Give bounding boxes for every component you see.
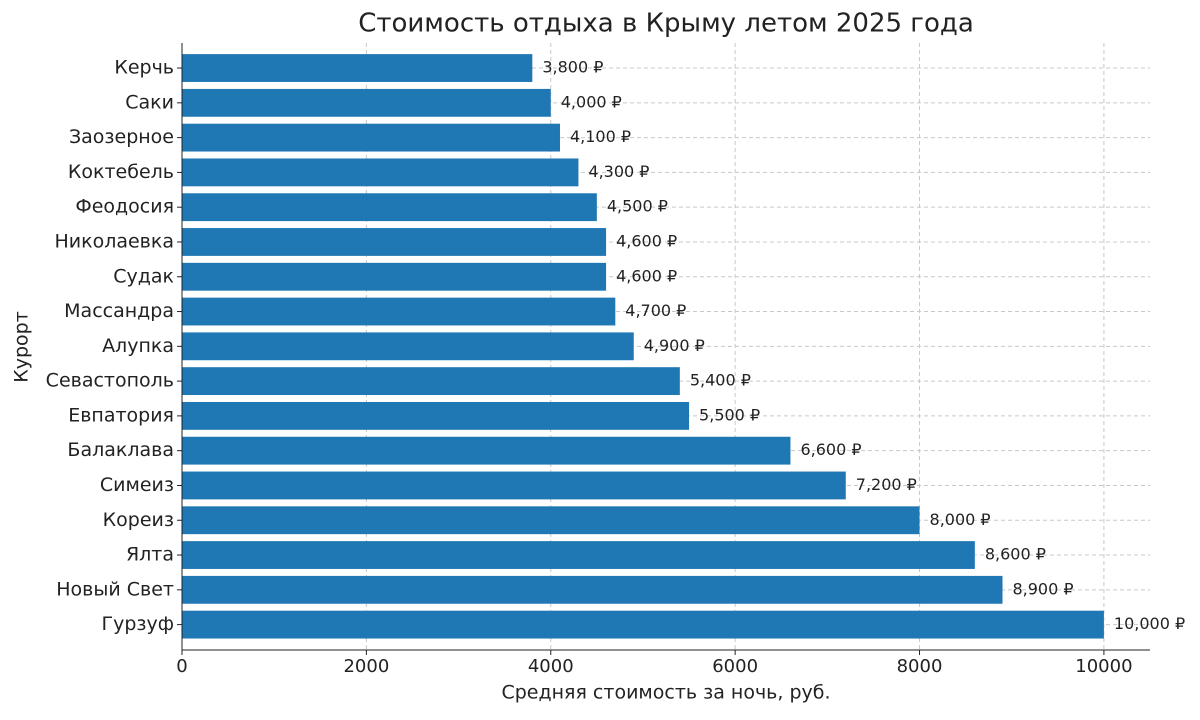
value-label: 4,500 ₽: [607, 197, 668, 216]
value-label: 10,000 ₽: [1114, 614, 1185, 633]
bar: [182, 158, 579, 187]
value-label: 4,300 ₽: [588, 162, 649, 181]
bar: [182, 610, 1104, 639]
value-label: 7,200 ₽: [856, 475, 917, 494]
y-tick-label: Ялта: [126, 544, 174, 566]
y-tick-label: Алупка: [102, 335, 174, 357]
y-tick-label: Кореиз: [103, 509, 174, 531]
value-label: 5,500 ₽: [699, 405, 760, 424]
value-label: 6,600 ₽: [800, 440, 861, 459]
chart-title: Стоимость отдыха в Крыму летом 2025 года: [358, 9, 974, 39]
value-label: 8,900 ₽: [1012, 579, 1073, 598]
y-tick-label: Коктебель: [68, 161, 174, 183]
x-axis-label: Средняя стоимость за ночь, руб.: [501, 682, 830, 704]
y-tick-label: Севастополь: [46, 370, 174, 392]
bar: [182, 506, 920, 535]
y-tick-label: Новый Свет: [56, 578, 174, 600]
y-tick-label: Гурзуф: [102, 613, 174, 635]
y-tick-label: Заозерное: [69, 126, 174, 148]
x-tick-label: 6000: [712, 656, 758, 677]
x-tick-label: 8000: [897, 656, 943, 677]
y-tick-label: Феодосия: [75, 196, 174, 218]
y-tick-label: Симеиз: [100, 474, 174, 496]
y-tick-label: Николаевка: [54, 230, 174, 252]
y-tick-label: Саки: [125, 91, 174, 113]
x-tick-label: 2000: [343, 656, 389, 677]
value-label: 4,600 ₽: [616, 266, 677, 285]
bar: [182, 541, 975, 569]
value-label: 5,400 ₽: [690, 371, 751, 390]
y-axis-label: Курорт: [11, 311, 33, 383]
bar: [182, 575, 1003, 604]
bar: [182, 193, 597, 222]
value-label: 4,600 ₽: [616, 231, 677, 250]
bar: [182, 367, 680, 396]
y-tick-label: Балаклава: [67, 439, 174, 461]
value-label: 3,800 ₽: [542, 58, 603, 77]
x-tick-label: 10000: [1075, 656, 1132, 677]
value-label: 8,000 ₽: [930, 510, 991, 529]
bar: [182, 297, 616, 326]
x-tick-label: 0: [176, 656, 187, 677]
y-tick-label: Евпатория: [68, 404, 174, 426]
value-label: 4,100 ₽: [570, 127, 631, 146]
x-tick-label: 4000: [528, 656, 574, 677]
y-tick-label: Керчь: [114, 57, 174, 79]
bar: [182, 123, 560, 152]
bar: [182, 88, 551, 117]
bar: [182, 436, 791, 465]
y-tick-label: Массандра: [64, 300, 174, 322]
bar: [182, 332, 634, 361]
bar: [182, 54, 533, 82]
bar: [182, 471, 846, 500]
bar: [182, 228, 607, 256]
value-label: 4,900 ₽: [644, 336, 705, 355]
value-label: 4,000 ₽: [561, 92, 622, 111]
bar: [182, 401, 690, 430]
bar: [182, 262, 607, 291]
y-tick-label: Судак: [113, 265, 174, 287]
value-label: 4,700 ₽: [625, 301, 686, 320]
value-label: 8,600 ₽: [985, 545, 1046, 564]
